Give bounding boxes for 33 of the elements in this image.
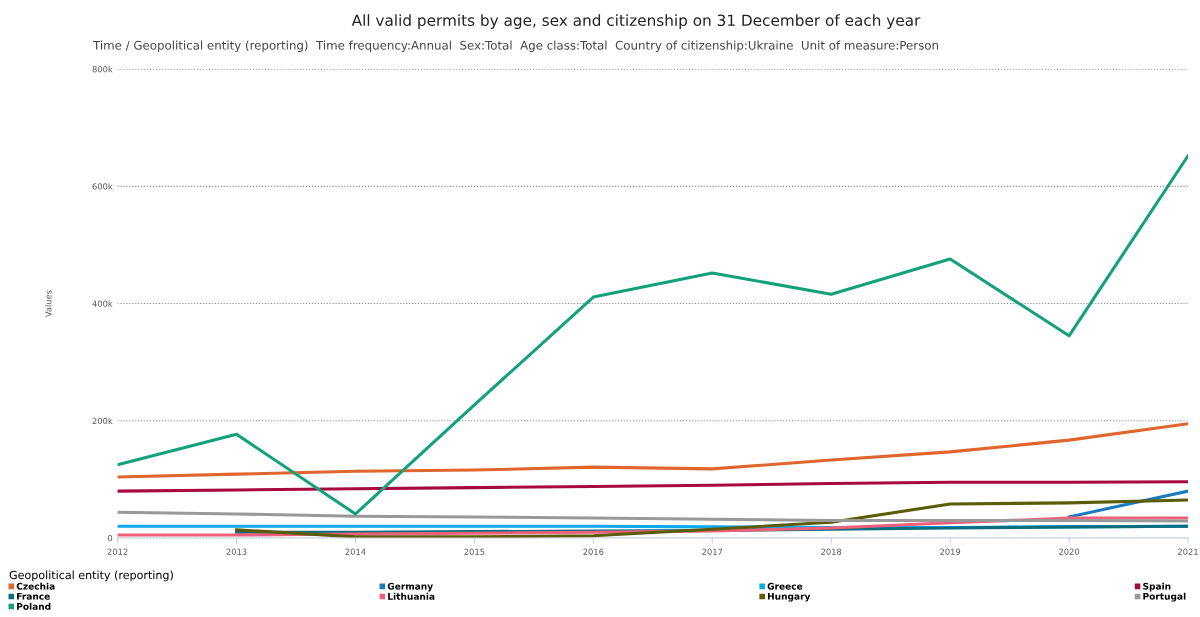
x-tick-label: 2020 (1059, 548, 1080, 555)
y-tick-label: 600k (92, 183, 113, 190)
legend-label: Greece (767, 582, 803, 590)
legend-label: Poland (17, 602, 51, 610)
line-series (235, 498, 1188, 539)
legend-label: France (17, 593, 50, 600)
y-tick-label: 800k (92, 65, 113, 73)
x-tick-label: 2015 (464, 548, 485, 555)
line-series (117, 422, 1188, 479)
x-tick-label: 2014 (345, 548, 366, 555)
legend-title: Geopolitical entity (reporting) (9, 570, 173, 582)
x-tick-label: 2018 (821, 548, 842, 555)
x-tick-label: 2019 (940, 548, 961, 555)
y-axis-title: Values (45, 290, 52, 318)
x-tick-label: 2013 (226, 548, 247, 555)
legend-label: Portugal (1143, 592, 1186, 602)
legend-label: Hungary (767, 593, 811, 602)
line-series (117, 154, 1188, 516)
legend-label: Germany (387, 582, 433, 592)
chart-title: All valid permits by age, sex and citizenship on 31 December of each year (351, 14, 921, 29)
y-tick-label: 0 (107, 535, 113, 542)
y-tick-label: 400k (92, 300, 113, 307)
chart-subtitle: Time / Geopolitical entity (reporting) Time frequency:Annual Sex:Total Age class:Total Country of citizenship:Ukraine Unit of measure:Person (92, 40, 938, 52)
x-tick-label: 2017 (702, 548, 723, 555)
x-tick-label: 2016 (583, 548, 604, 555)
line-series (117, 480, 1188, 493)
x-tick-label: 2021 (1178, 548, 1198, 555)
line-series (117, 510, 1188, 523)
y-tick-label: 200k (92, 417, 113, 425)
legend-label: Spain (1143, 582, 1171, 592)
legend-label: Czechia (16, 582, 55, 590)
legend-label: Lithuania (388, 592, 435, 600)
x-tick-label: 2012 (107, 548, 128, 555)
